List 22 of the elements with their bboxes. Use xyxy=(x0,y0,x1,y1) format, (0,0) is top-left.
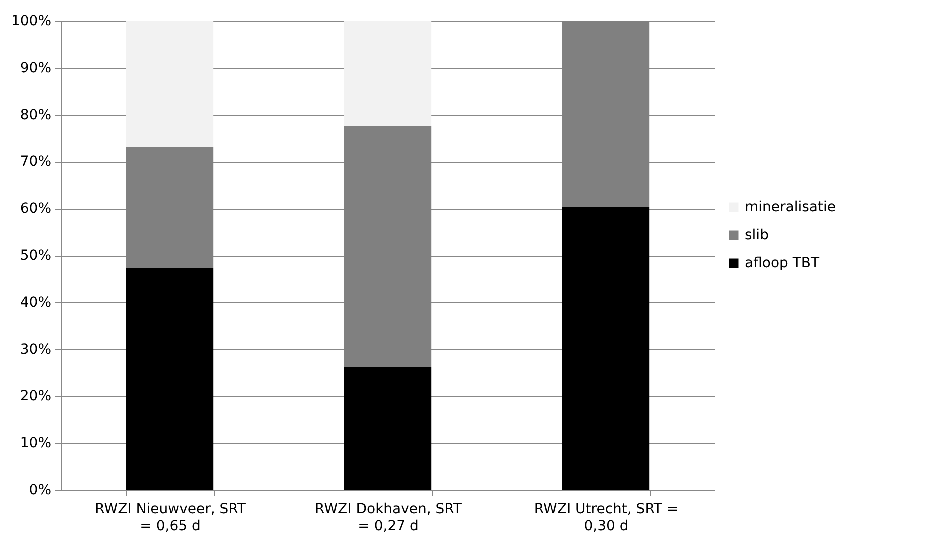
bar xyxy=(126,21,214,148)
bar xyxy=(126,268,214,490)
y-tick-label: 100% xyxy=(11,14,52,30)
x-tick-label: RWZI Utrecht, SRT = 0,30 d xyxy=(534,502,679,534)
y-tick-label: 40% xyxy=(20,294,52,311)
x-tick-label: RWZI Nieuwveer, SRT = 0,65 d xyxy=(95,502,246,534)
legend-label: slib xyxy=(745,228,770,244)
bar xyxy=(344,21,432,126)
y-tick-label: 90% xyxy=(20,60,52,76)
y-tick-label: 10% xyxy=(20,436,52,452)
bar xyxy=(344,367,432,490)
y-tick-label: 80% xyxy=(20,107,52,124)
y-tick-label: 70% xyxy=(20,154,52,170)
x-tick-label: RWZI Dokhaven, SRT = 0,27 d xyxy=(315,502,462,534)
y-tick-label: 50% xyxy=(20,248,52,264)
legend-label: mineralisatie xyxy=(745,200,836,216)
y-tick-label: 30% xyxy=(20,342,52,358)
y-tick-label: 20% xyxy=(20,388,52,405)
y-tick-label: 0% xyxy=(29,482,52,498)
y-tick-label: 60% xyxy=(20,201,52,218)
legend-label: afloop TBT xyxy=(745,256,820,272)
bar xyxy=(562,207,650,490)
